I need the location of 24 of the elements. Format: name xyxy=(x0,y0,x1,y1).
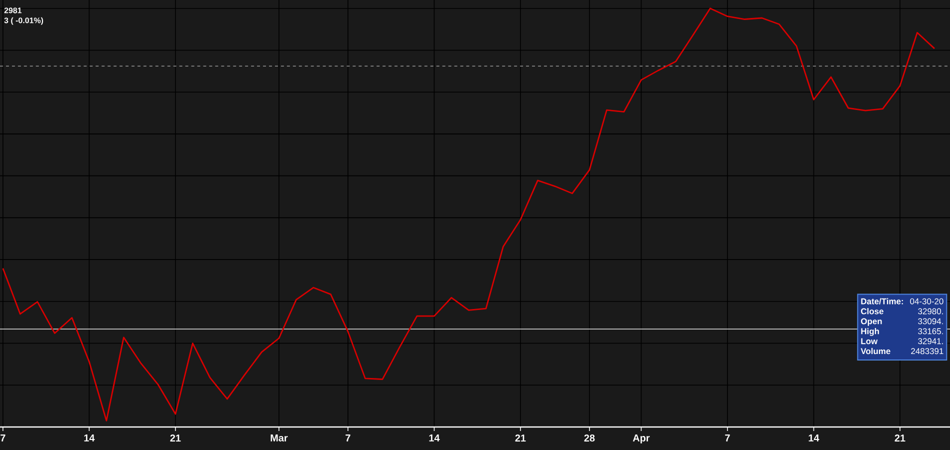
annotation: Volume xyxy=(860,348,890,354)
annotation: Low xyxy=(861,338,878,344)
x-tick-label: 14 xyxy=(808,434,820,442)
x-tick-label: Apr xyxy=(632,434,650,444)
x-tick-label: 21 xyxy=(894,434,906,442)
annotation: 04-30-20 xyxy=(910,298,944,304)
annotation: Open xyxy=(860,318,882,326)
x-tick-label: 14 xyxy=(429,434,440,442)
x-tick-label: 14 xyxy=(84,434,95,442)
annotation: High xyxy=(861,328,879,336)
x-tick-label: 21 xyxy=(515,434,526,442)
annotation: 32941. xyxy=(918,338,943,344)
x-tick-label: 7 xyxy=(725,434,730,442)
x-tick-label: 7 xyxy=(346,434,350,442)
annotation: Date/Time: xyxy=(861,298,903,304)
x-tick-label: 28 xyxy=(584,434,595,442)
annotation: 33094. xyxy=(918,318,943,324)
annotation: 33165. xyxy=(918,328,943,334)
annotation: 2483391 xyxy=(911,348,944,354)
x-tick-label: 21 xyxy=(170,434,181,442)
x-tick-label: 7 xyxy=(0,434,6,442)
x-tick-label: Mar xyxy=(270,434,288,442)
annotation: Close xyxy=(860,308,884,314)
annotation: 32980. xyxy=(918,308,943,314)
